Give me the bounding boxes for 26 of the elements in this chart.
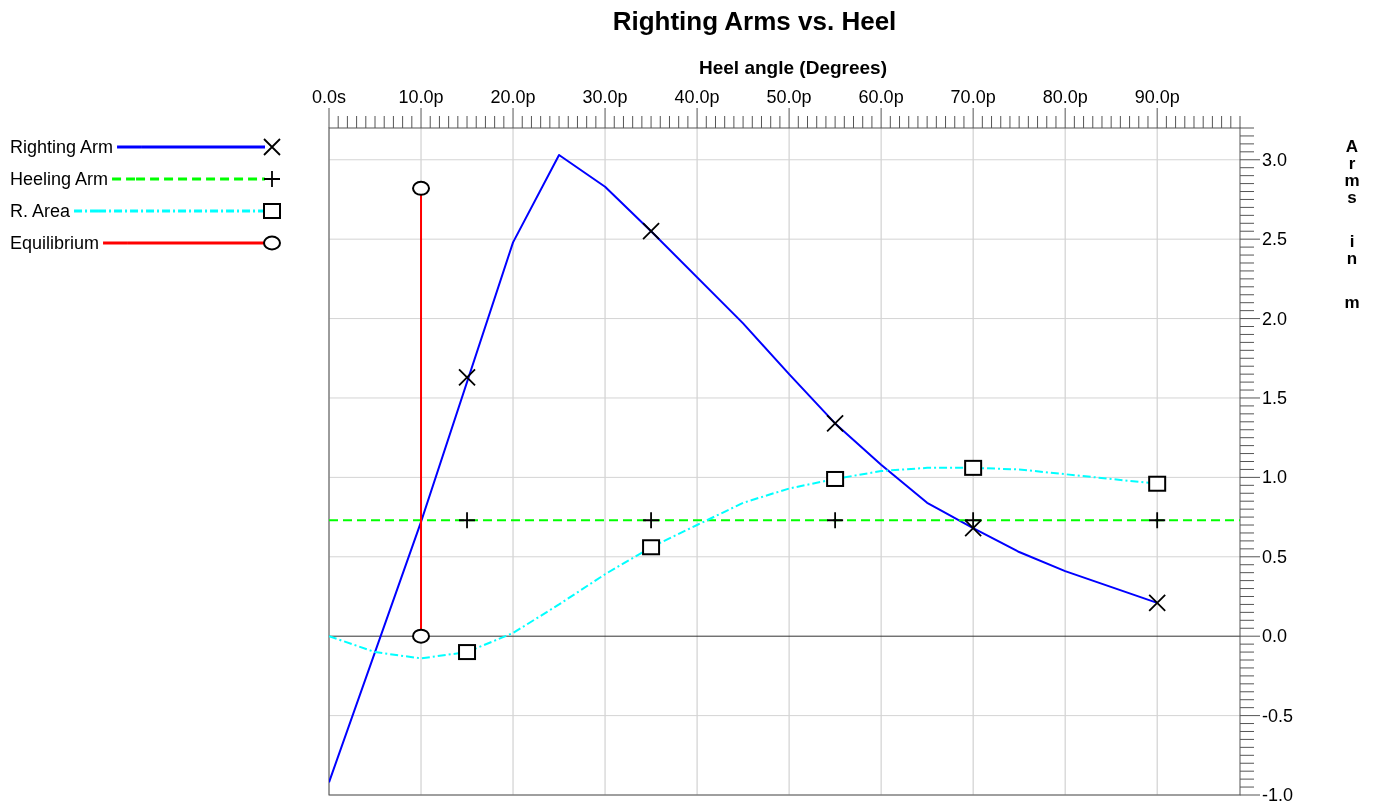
y-tick-label: -0.5	[1262, 705, 1294, 726]
legend-label: Heeling Arm	[10, 169, 109, 189]
y-tick-label: 0.0	[1262, 626, 1288, 647]
x-tick-label: 20.0p	[490, 87, 536, 107]
y-tick-label: 1.0	[1262, 467, 1288, 488]
legend-label: Equilibrium	[10, 233, 100, 253]
y-tick-label: 3.0	[1262, 149, 1288, 170]
y-tick-label: 2.0	[1262, 308, 1288, 329]
text: Arms in m	[1344, 137, 1360, 312]
x-tick-label: 90.0p	[1134, 87, 1180, 107]
x-tick-label: 0.0s	[311, 87, 347, 107]
legend-label: Righting Arm	[10, 137, 114, 157]
x-tick-label: 80.0p	[1042, 87, 1088, 107]
x-tick-label: 60.0p	[858, 87, 904, 107]
x-tick-label: 10.0p	[398, 87, 444, 107]
x-axis-title: Heel angle (Degrees)	[699, 57, 887, 78]
y-tick-label: 0.5	[1262, 546, 1288, 567]
x-tick-label: 50.0p	[766, 87, 812, 107]
chart-title: Righting Arms vs. Heel	[612, 6, 897, 36]
y-tick-label: 1.5	[1262, 387, 1288, 408]
y-tick-label: -1.0	[1262, 785, 1294, 805]
legend-label: R. Area	[10, 201, 72, 221]
x-tick-label: 40.0p	[674, 87, 720, 107]
x-tick-label: 70.0p	[950, 87, 996, 107]
x-tick-label: 30.0p	[582, 87, 628, 107]
y-tick-label: 2.5	[1262, 229, 1288, 250]
